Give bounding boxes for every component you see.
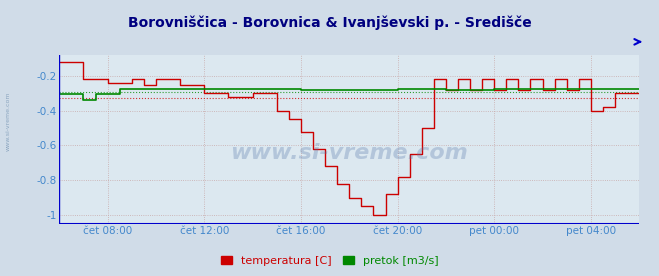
Text: Borovniščica - Borovnica & Ivanjševski p. - Središče: Borovniščica - Borovnica & Ivanjševski p…: [128, 15, 531, 30]
Legend: temperatura [C], pretok [m3/s]: temperatura [C], pretok [m3/s]: [216, 251, 443, 270]
Text: www.si-vreme.com: www.si-vreme.com: [5, 92, 11, 151]
Text: www.si-vreme.com: www.si-vreme.com: [231, 143, 468, 163]
